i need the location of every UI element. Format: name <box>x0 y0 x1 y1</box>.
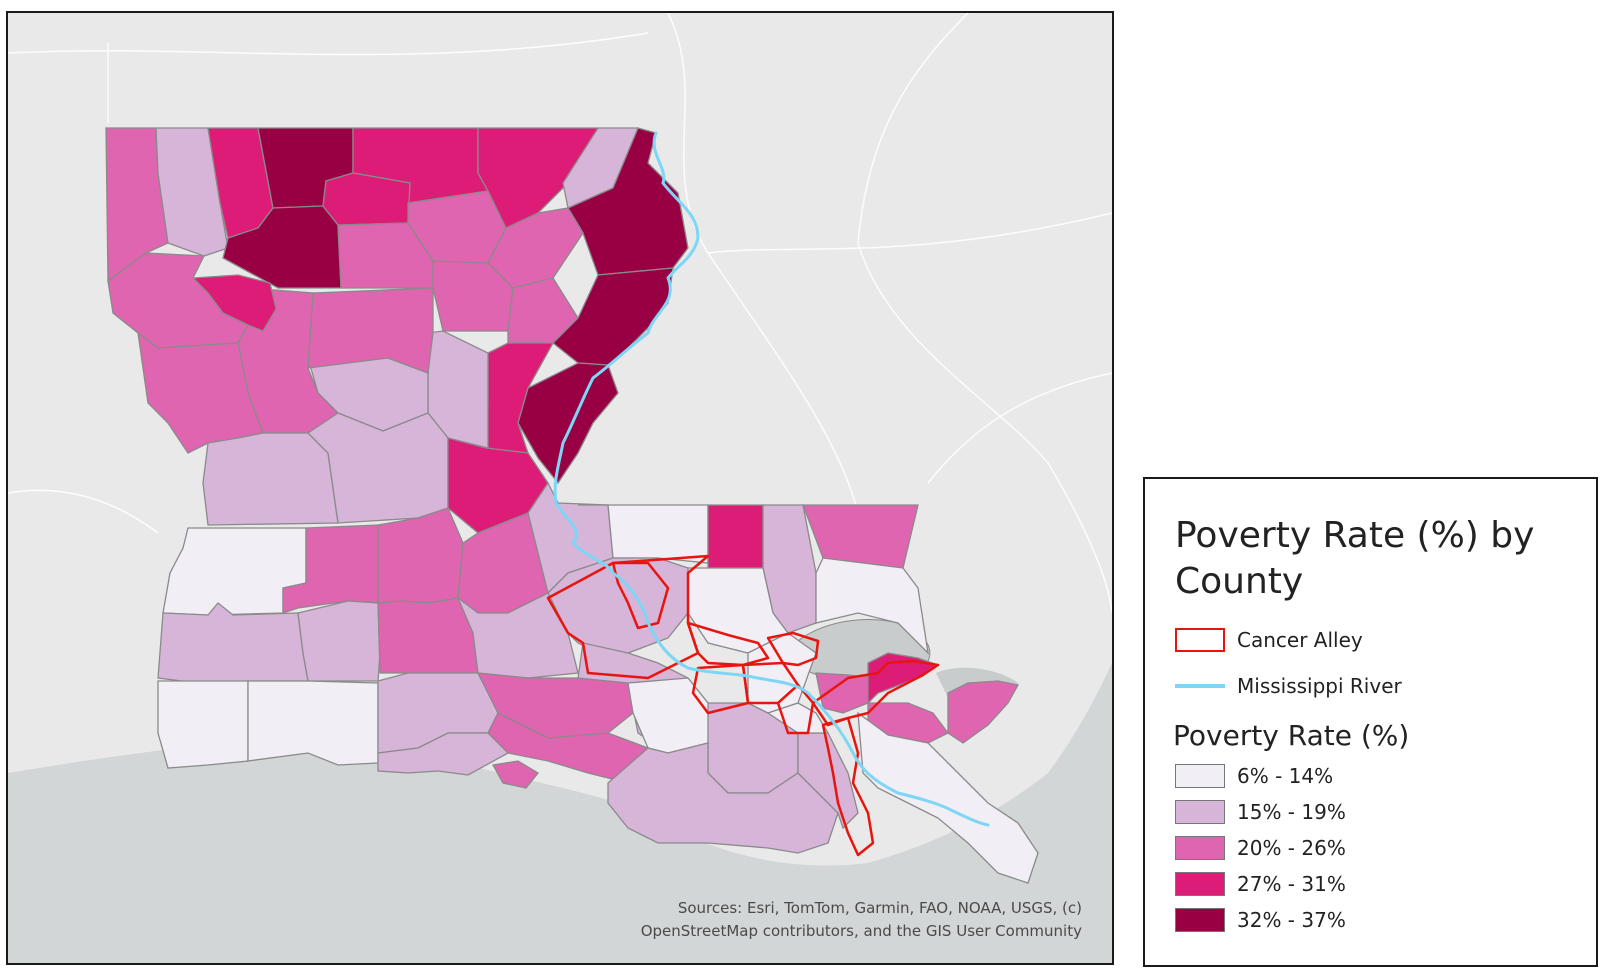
county <box>202 432 339 526</box>
county <box>377 507 464 604</box>
attribution-line-2: OpenStreetMap contributors, and the GIS … <box>640 922 1082 940</box>
county <box>491 760 539 789</box>
map-canvas <box>8 13 1112 963</box>
county <box>857 711 1039 884</box>
attribution-line-1: Sources: Esri, TomTom, Garmin, FAO, NOAA… <box>677 899 1082 917</box>
county <box>307 287 434 374</box>
county <box>815 557 929 655</box>
legend-class-3: 20% - 26% <box>1175 834 1346 862</box>
class-swatch <box>1175 836 1225 860</box>
legend-subtitle: Poverty Rate (%) <box>1173 719 1410 752</box>
river-line-swatch <box>1175 684 1225 688</box>
county <box>947 680 1020 744</box>
map-attribution: Sources: Esri, TomTom, Garmin, FAO, NOAA… <box>641 897 1082 943</box>
legend-label: 20% - 26% <box>1237 836 1346 860</box>
county <box>247 680 379 766</box>
county <box>802 504 919 569</box>
county <box>456 592 579 679</box>
county <box>157 602 309 684</box>
legend-label: 15% - 19% <box>1237 800 1346 824</box>
class-swatch <box>1175 764 1225 788</box>
class-swatch <box>1175 872 1225 896</box>
legend-class-1: 6% - 14% <box>1175 762 1333 790</box>
class-swatch <box>1175 908 1225 932</box>
county <box>157 680 249 769</box>
basemap-roads <box>8 13 1112 614</box>
legend-label: Mississippi River <box>1237 674 1402 698</box>
county <box>707 504 764 569</box>
county <box>797 732 859 830</box>
legend-label: 32% - 37% <box>1237 908 1346 932</box>
mississippi-river <box>553 131 990 827</box>
legend-item-cancer-alley: Cancer Alley <box>1175 626 1363 654</box>
map-frame[interactable]: Sources: Esri, TomTom, Garmin, FAO, NOAA… <box>6 11 1114 965</box>
legend-label: Cancer Alley <box>1237 628 1363 652</box>
gulf-water <box>8 663 1112 963</box>
county <box>107 252 249 349</box>
legend-class-4: 27% - 31% <box>1175 870 1346 898</box>
legend-title: Poverty Rate (%) by County <box>1175 515 1535 602</box>
legend-item-mississippi-river: Mississippi River <box>1175 672 1402 700</box>
legend-class-2: 15% - 19% <box>1175 798 1346 826</box>
cancer-alley-swatch <box>1175 628 1225 652</box>
county <box>766 702 830 734</box>
class-swatch <box>1175 800 1225 824</box>
county <box>377 732 510 776</box>
legend-class-5: 32% - 37% <box>1175 906 1346 934</box>
county <box>517 362 619 485</box>
county <box>322 172 411 226</box>
legend-label: 27% - 31% <box>1237 872 1346 896</box>
map-legend: Poverty Rate (%) by County Cancer Alley … <box>1143 477 1598 967</box>
legend-label: 6% - 14% <box>1237 764 1334 788</box>
county <box>627 677 709 754</box>
county <box>297 600 381 682</box>
